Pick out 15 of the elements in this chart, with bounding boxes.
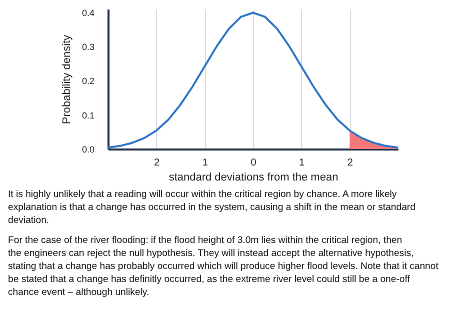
y-axis-title: Probability density [60,34,73,124]
line-series [107,12,399,149]
x-tick-label: 2 [347,158,354,168]
text: For the case of the river flooding: if the flood height of 3.0m lies within the critical region, then the engineers can reject the null hypothesis. They will instead accept the alternative hypothesis, stating that a change has probably occurred which will produce higher flood levels. Note that it cannot be stated that a change has definitly occurred, as the extreme river level could still be a one-off chance event – although unlikely. [8,235,439,298]
x-tick-label: 1 [299,158,306,168]
text: It is highly unlikely that a reading will occur within the critical region by chance. A more likely explanation is that a change has occurred in the system, causing a shift in the mean or standard deviation. [8,189,416,226]
y-tick-label: 0.3 [82,42,94,52]
y-tick-label: 0.1 [82,110,94,120]
y-tick-label: 0.2 [82,76,94,86]
y-tick-label: 0.0 [82,144,94,154]
x-tick-label: 0 [250,158,257,168]
x-axis-title: standard deviations from the mean [168,172,338,184]
y-tick-label: 0.4 [82,8,94,18]
x-tick-label: 1 [202,158,208,168]
x-tick-label: 2 [154,158,160,168]
